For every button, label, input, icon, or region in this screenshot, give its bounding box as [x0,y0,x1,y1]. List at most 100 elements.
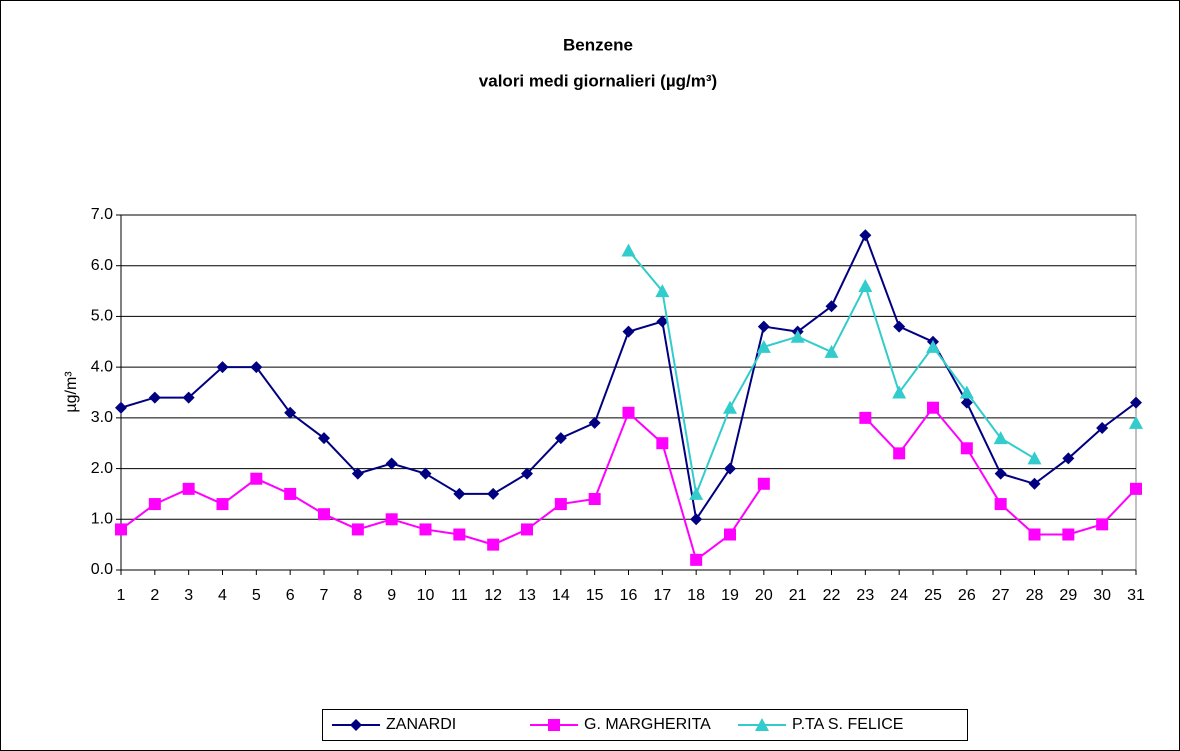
data-point [960,442,973,455]
plot-area [120,214,1137,571]
data-point [859,229,872,242]
legend-marker [350,719,362,731]
data-point [1129,415,1143,429]
y-tick-label: 0.0 [91,561,113,578]
data-point [655,284,670,298]
data-point [1130,396,1142,409]
x-tick-label: 5 [252,587,261,604]
data-point [960,396,973,409]
data-point [656,315,669,328]
data-point [893,320,906,333]
data-point [521,467,533,480]
legend-marker [548,719,560,731]
data-point [216,498,229,511]
y-tick-label: 2.0 [91,460,113,477]
data-point [419,467,432,480]
chart-subtitle: valori medi giornalieri (µg/m³) [479,71,717,90]
data-point [656,437,669,450]
data-point [690,513,703,526]
x-tick-label: 26 [958,587,976,604]
data-point [284,487,297,500]
data-point [790,329,805,343]
x-tick-label: 2 [150,587,159,604]
data-point [284,406,297,419]
data-point [723,400,737,414]
data-point [250,361,263,374]
data-point [250,472,263,485]
data-point [182,482,195,495]
data-point [115,523,127,536]
x-tick-label: 6 [286,587,295,604]
y-tick-label: 1.0 [91,511,113,528]
x-tick-label: 29 [1059,587,1077,604]
data-point [689,486,704,500]
x-tick-label: 4 [218,587,227,604]
data-point [487,487,500,500]
data-point [1096,422,1109,434]
data-point [724,462,736,475]
legend [322,709,968,741]
x-tick-label: 31 [1127,587,1145,604]
x-tick-label: 9 [387,587,396,604]
data-point [622,325,635,338]
data-point [554,498,567,511]
data-point [756,339,771,353]
x-tick-label: 7 [320,587,329,604]
data-point [892,385,907,399]
x-tick-label: 18 [687,587,705,604]
data-point [385,513,398,526]
legend-label: G. MARGHERITA [584,716,711,733]
x-tick-label: 22 [823,587,841,604]
data-point [825,300,838,313]
x-tick-label: 1 [117,587,126,604]
x-tick-label: 17 [653,587,671,604]
data-point [148,391,161,404]
y-tick-label: 4.0 [91,358,113,375]
legend-label: P.TA S. FELICE [792,716,903,733]
data-point [521,523,533,536]
data-point [216,361,229,374]
x-tick-label: 28 [1026,587,1044,604]
y-tick-label: 7.0 [91,206,113,223]
x-tick-label: 27 [992,587,1010,604]
chart-title: Benzene [563,35,633,54]
data-point [690,553,703,566]
x-tick-label: 13 [518,587,536,604]
x-tick-label: 19 [721,587,739,604]
data-point [994,467,1007,480]
x-tick-label: 12 [484,587,502,604]
data-point [588,416,601,429]
x-tick-label: 21 [789,587,807,604]
x-tick-label: 20 [755,587,773,604]
data-point [554,432,567,445]
data-point [1062,528,1075,541]
x-tick-label: 3 [184,587,193,604]
data-point [893,447,906,460]
y-axis-label: µg/m³ [63,371,80,413]
data-point [182,391,195,404]
data-point [994,498,1007,511]
data-point [115,401,127,414]
legend-marker [755,718,769,731]
data-point [318,508,330,521]
data-point [419,523,432,536]
data-point [824,344,839,358]
data-point [1028,528,1041,541]
x-tick-label: 15 [586,587,604,604]
data-point [757,477,770,490]
data-point [959,385,974,399]
x-tick-label: 24 [890,587,908,604]
data-point [757,320,770,333]
x-tick-label: 25 [924,587,942,604]
data-point [453,528,466,541]
data-point [858,279,873,292]
x-tick-label: 30 [1093,587,1111,604]
data-point [927,401,939,414]
x-tick-label: 16 [620,587,638,604]
data-point [351,467,364,480]
data-point [453,487,466,500]
data-point [351,523,364,536]
x-tick-label: 10 [417,587,435,604]
legend-label: ZANARDI [386,716,456,733]
